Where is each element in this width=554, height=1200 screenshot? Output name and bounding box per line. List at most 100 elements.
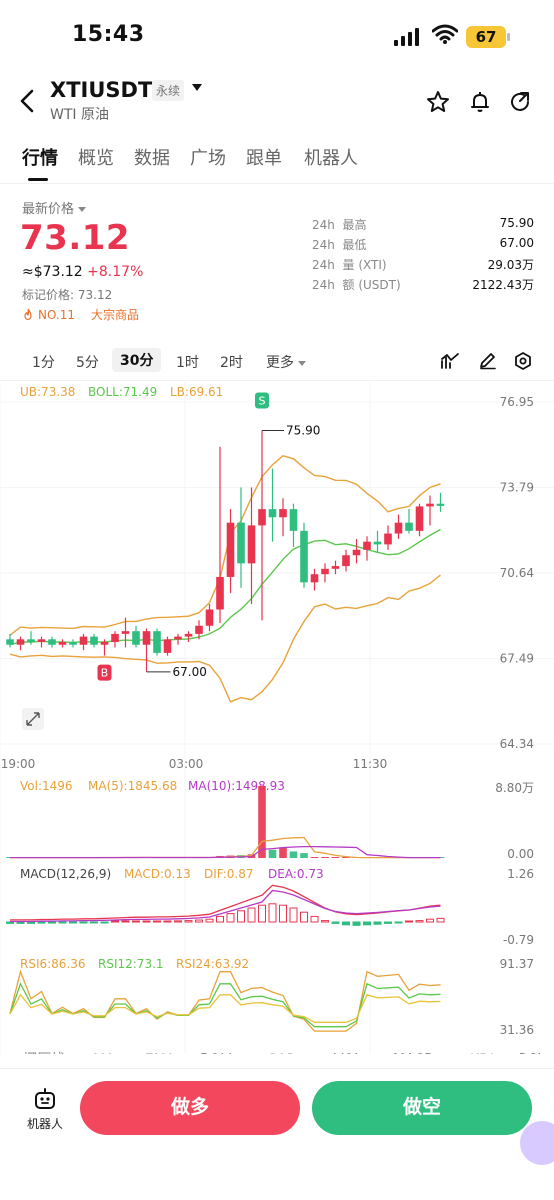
symbol-name[interactable]: XTIUSDT bbox=[50, 78, 153, 102]
y-tick-label: 67.49 bbox=[500, 652, 534, 666]
macd-bar bbox=[405, 920, 413, 923]
stat-value: 29.03万 bbox=[487, 258, 534, 272]
vol-ma10-legend: MA(10):1498.93 bbox=[188, 779, 285, 793]
chevron-down-icon[interactable] bbox=[192, 84, 202, 91]
robot-icon bbox=[35, 1088, 55, 1109]
stat-period: 24h bbox=[312, 278, 335, 292]
macd-bar bbox=[58, 921, 67, 924]
sell-marker-label: S bbox=[259, 394, 266, 407]
interval-5m[interactable]: 5分 bbox=[76, 355, 99, 371]
macd-bar bbox=[48, 921, 56, 924]
mark-price: 标记价格: 73.12 bbox=[22, 288, 113, 302]
main-tabs: 行情 概览 数据 广场 跟单 机器人 bbox=[0, 140, 554, 184]
x-tick-label: 11:30 bbox=[353, 757, 388, 771]
macd-bar bbox=[300, 911, 308, 923]
macd-bar bbox=[321, 920, 329, 923]
candle-body bbox=[342, 555, 350, 567]
indicator-icon[interactable] bbox=[440, 352, 460, 370]
boll-lower-line bbox=[9, 574, 441, 703]
rank-number[interactable]: NO.11 bbox=[38, 308, 76, 322]
interval-30m[interactable]: 30分 bbox=[112, 348, 162, 372]
macd-bar bbox=[69, 921, 77, 924]
x-tick-label: 03:00 bbox=[169, 757, 204, 771]
y-tick-label: 73.79 bbox=[500, 481, 534, 495]
macd-bar bbox=[100, 921, 109, 924]
star-icon[interactable] bbox=[426, 90, 450, 114]
tab-square[interactable]: 广场 bbox=[190, 148, 226, 169]
24h-stats: 24h 最高 75.90 24h 最低 67.00 24h 量 (XTI) 29.03… bbox=[312, 216, 534, 296]
candle-body bbox=[90, 636, 98, 645]
macd-bar bbox=[279, 904, 287, 923]
stat-label: 量 (XTI) bbox=[342, 258, 387, 272]
dif-line bbox=[10, 884, 441, 921]
macd-bar bbox=[258, 904, 266, 923]
macd-value-legend: MACD:0.13 bbox=[124, 867, 191, 881]
kline-chart[interactable]: UB:73.38 BOLL:71.49 LB:69.61 76.95 73.79 70.6… bbox=[0, 382, 554, 1054]
assistant-bubble-icon[interactable] bbox=[520, 1121, 554, 1165]
candle-body bbox=[289, 509, 298, 531]
indicator-tab-ma[interactable]: MA bbox=[93, 1052, 115, 1054]
macd-bar bbox=[394, 921, 403, 924]
macd-bar bbox=[426, 918, 434, 923]
macd-bar bbox=[268, 903, 277, 923]
indicator-tab-boll[interactable]: BOLL bbox=[200, 1052, 236, 1054]
volume-bar bbox=[342, 857, 350, 858]
candle-body bbox=[436, 503, 445, 506]
indicator-tab-摆压线[interactable]: 摆压线 bbox=[23, 1052, 65, 1054]
tab-overview[interactable]: 概览 bbox=[78, 148, 114, 169]
long-button[interactable]: 做多 bbox=[80, 1081, 300, 1135]
category-tag[interactable]: 大宗商品 bbox=[91, 308, 140, 322]
indicator-tab-macd[interactable]: MACD bbox=[393, 1052, 435, 1054]
candle-body bbox=[153, 631, 161, 653]
candle-body bbox=[142, 631, 151, 645]
candle-body bbox=[363, 541, 371, 550]
draw-pen-icon[interactable] bbox=[478, 352, 498, 370]
indicator-tab-vol[interactable]: VOL bbox=[334, 1052, 362, 1054]
active-tab-indicator bbox=[28, 178, 48, 181]
rsi-y-tick: 91.37 bbox=[500, 957, 534, 971]
stat-label: 最高 bbox=[342, 218, 367, 232]
candle-body bbox=[415, 506, 424, 531]
bell-icon[interactable] bbox=[468, 90, 492, 114]
share-icon[interactable] bbox=[508, 90, 532, 114]
buy-marker-label: B bbox=[101, 667, 109, 680]
last-price: 73.12 bbox=[20, 218, 131, 258]
vol-legend: Vol:1496 bbox=[20, 779, 73, 793]
boll-lb-legend: LB:69.61 bbox=[170, 385, 223, 399]
dif-legend: DIF:0.87 bbox=[204, 867, 254, 881]
indicator-tab-sar[interactable]: SAR bbox=[268, 1052, 297, 1054]
short-button[interactable]: 做空 bbox=[312, 1081, 532, 1135]
candle-body bbox=[58, 642, 67, 645]
price-type-label: 最新价格 bbox=[22, 202, 75, 217]
interval-2h[interactable]: 2时 bbox=[220, 355, 243, 371]
tab-bots[interactable]: 机器人 bbox=[304, 148, 358, 169]
stat-value: 67.00 bbox=[499, 236, 534, 250]
bot-button[interactable]: 机器人 bbox=[20, 1087, 70, 1132]
candle-body bbox=[174, 636, 182, 640]
rsi12-legend: RSI12:73.1 bbox=[98, 957, 164, 971]
interval-1m[interactable]: 1分 bbox=[32, 355, 55, 371]
macd-bar bbox=[132, 920, 140, 923]
price-type-selector[interactable]: 最新价格 bbox=[22, 198, 87, 217]
candle-body bbox=[37, 639, 46, 643]
stat-label: 最低 bbox=[342, 238, 367, 252]
candle-body bbox=[16, 639, 25, 645]
macd-bar bbox=[363, 921, 371, 926]
indicator-tab-kdj[interactable]: KDJ bbox=[470, 1052, 494, 1054]
y-tick-label: 64.34 bbox=[500, 737, 534, 751]
tab-data[interactable]: 数据 bbox=[134, 148, 170, 169]
interval-selector: 1分 5分 30分 1时 2时 更多 bbox=[0, 346, 554, 376]
back-icon[interactable] bbox=[18, 88, 36, 114]
indicator-tab-rsi[interactable]: RSI bbox=[519, 1052, 542, 1054]
candle-body bbox=[226, 522, 235, 577]
indicator-tab-ema[interactable]: EMA bbox=[145, 1052, 176, 1054]
interval-more[interactable]: 更多 bbox=[266, 352, 306, 372]
volume-bar bbox=[258, 786, 266, 858]
interval-1h[interactable]: 1时 bbox=[176, 355, 199, 371]
volume-bar bbox=[268, 849, 277, 858]
candle-body bbox=[184, 633, 193, 637]
settings-icon[interactable] bbox=[514, 352, 532, 370]
tab-copy-trading[interactable]: 跟单 bbox=[246, 148, 282, 169]
boll-mid-legend: BOLL:71.49 bbox=[88, 385, 157, 399]
tab-market[interactable]: 行情 bbox=[22, 148, 58, 169]
